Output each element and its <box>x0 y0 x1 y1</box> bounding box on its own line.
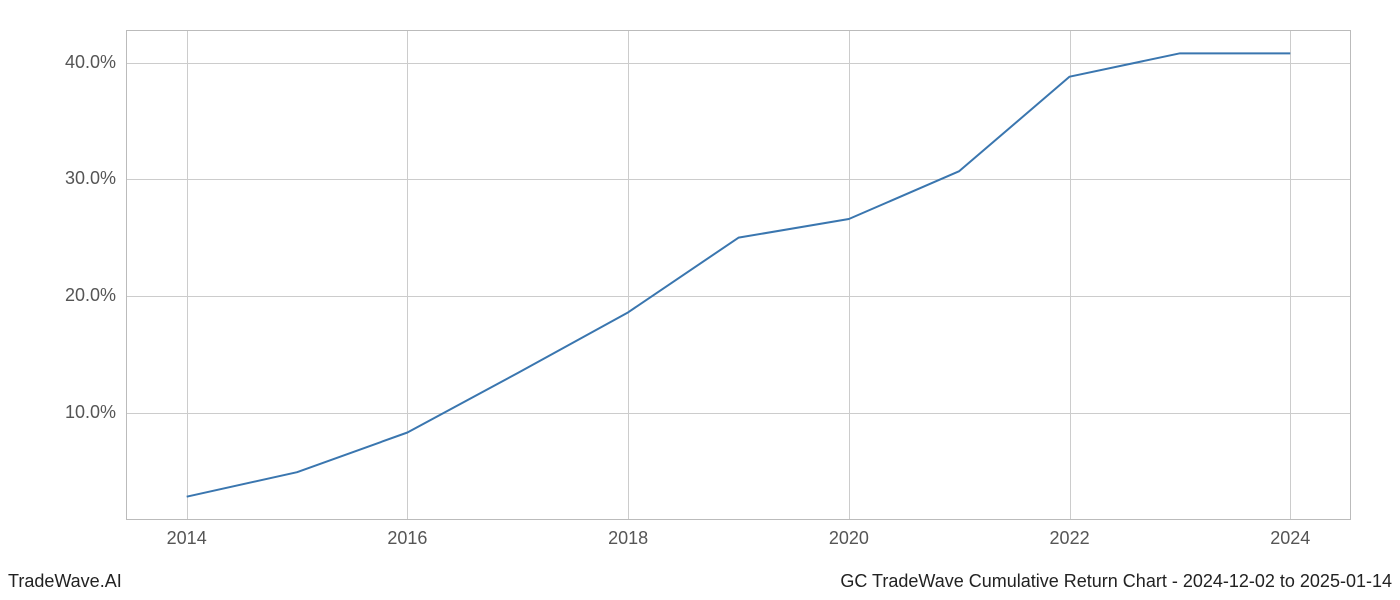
chart-container: 10.0% 20.0% 30.0% 40.0% 2014 2016 2018 2020 2022… <box>0 0 1400 600</box>
x-tick-label: 2016 <box>377 528 437 549</box>
footer-right-label: GC TradeWave Cumulative Return Chart - 2… <box>840 571 1392 592</box>
line-series <box>126 30 1351 520</box>
x-tick-label: 2022 <box>1040 528 1100 549</box>
x-tick-label: 2018 <box>598 528 658 549</box>
plot-area <box>126 30 1351 520</box>
x-tick-label: 2024 <box>1260 528 1320 549</box>
y-tick-label: 10.0% <box>36 402 116 423</box>
footer-left-label: TradeWave.AI <box>8 571 122 592</box>
x-tick-label: 2014 <box>157 528 217 549</box>
y-tick-label: 20.0% <box>36 285 116 306</box>
y-tick-label: 30.0% <box>36 168 116 189</box>
y-tick-label: 40.0% <box>36 52 116 73</box>
x-tick-label: 2020 <box>819 528 879 549</box>
